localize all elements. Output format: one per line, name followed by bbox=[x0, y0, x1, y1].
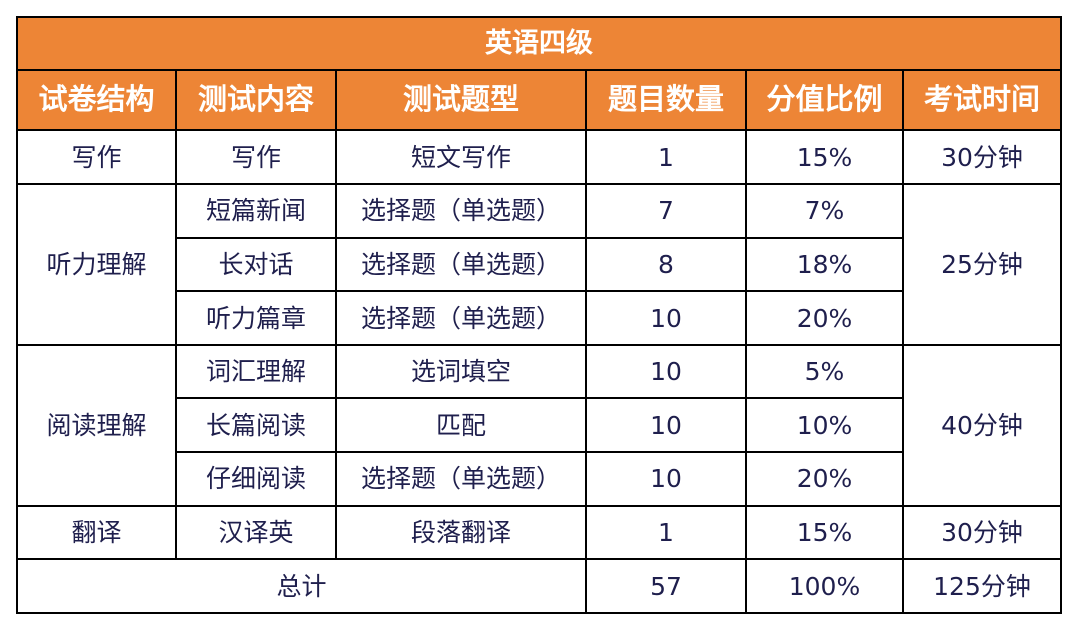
time-writing: 30分钟 bbox=[901, 129, 1063, 185]
type-cell: 选择题（单选题） bbox=[335, 182, 587, 239]
count-cell: 10 bbox=[585, 397, 747, 454]
header-content: 测试内容 bbox=[175, 68, 337, 132]
type-cell: 段落翻译 bbox=[335, 504, 587, 561]
header-row: 试卷结构 测试内容 测试题型 题目数量 分值比例 考试时间 bbox=[16, 68, 1063, 132]
exam-structure-table-container: 英语四级 试卷结构 测试内容 测试题型 题目数量 分值比例 考试时间 写作 写作… bbox=[15, 16, 1063, 614]
count-cell: 1 bbox=[585, 504, 747, 561]
total-label: 总计 bbox=[16, 558, 587, 614]
table-row: 长对话 选择题（单选题） 8 18% bbox=[17, 236, 1061, 293]
content-cell: 写作 bbox=[175, 129, 337, 185]
total-ratio: 100% bbox=[745, 558, 904, 614]
exam-structure-table: 英语四级 试卷结构 测试内容 测试题型 题目数量 分值比例 考试时间 写作 写作… bbox=[15, 16, 1063, 614]
count-cell: 1 bbox=[585, 129, 747, 185]
type-cell: 选择题（单选题） bbox=[335, 451, 587, 507]
table-row: 阅读理解 词汇理解 选词填空 10 5% 40分钟 bbox=[16, 343, 1063, 507]
content-cell: 短篇新闻 bbox=[175, 182, 337, 239]
count-cell: 10 bbox=[585, 451, 747, 507]
time-listening: 25分钟 bbox=[901, 182, 1063, 346]
content-cell: 词汇理解 bbox=[175, 343, 337, 400]
table-row: 听力理解 短篇新闻 选择题（单选题） 7 7% 25分钟 bbox=[16, 182, 1063, 346]
content-cell: 汉译英 bbox=[175, 504, 337, 561]
total-time: 125分钟 bbox=[901, 558, 1063, 614]
header-count: 题目数量 bbox=[585, 68, 747, 132]
content-cell: 听力篇章 bbox=[175, 290, 337, 346]
section-writing: 写作 bbox=[16, 129, 177, 185]
table-row: 仔细阅读 选择题（单选题） 10 20% bbox=[17, 451, 1061, 507]
section-reading: 阅读理解 bbox=[16, 343, 177, 507]
ratio-cell: 10% bbox=[745, 397, 904, 454]
type-cell: 匹配 bbox=[335, 397, 587, 454]
total-row: 总计 57 100% 125分钟 bbox=[16, 558, 1063, 614]
type-cell: 选择题（单选题） bbox=[335, 290, 587, 346]
time-translation: 30分钟 bbox=[901, 504, 1063, 561]
ratio-cell: 7% bbox=[745, 182, 904, 239]
count-cell: 10 bbox=[585, 343, 747, 400]
type-cell: 选择题（单选题） bbox=[335, 236, 587, 293]
total-count: 57 bbox=[585, 558, 747, 614]
content-cell: 仔细阅读 bbox=[175, 451, 337, 507]
count-cell: 10 bbox=[585, 290, 747, 346]
count-cell: 7 bbox=[585, 182, 747, 239]
header-time: 考试时间 bbox=[901, 68, 1063, 132]
table-row: 听力篇章 选择题（单选题） 10 20% bbox=[17, 290, 1061, 346]
section-listening: 听力理解 bbox=[16, 182, 177, 346]
content-cell: 长篇阅读 bbox=[175, 397, 337, 454]
header-ratio: 分值比例 bbox=[745, 68, 904, 132]
header-type: 测试题型 bbox=[335, 68, 587, 132]
ratio-cell: 15% bbox=[745, 129, 904, 185]
table-title: 英语四级 bbox=[15, 16, 1063, 71]
type-cell: 选词填空 bbox=[335, 343, 587, 400]
count-cell: 8 bbox=[585, 236, 747, 293]
time-reading: 40分钟 bbox=[901, 343, 1063, 507]
header-section: 试卷结构 bbox=[16, 68, 177, 132]
ratio-cell: 20% bbox=[745, 290, 904, 346]
ratio-cell: 18% bbox=[745, 236, 904, 293]
ratio-cell: 5% bbox=[745, 343, 904, 400]
ratio-cell: 20% bbox=[745, 451, 904, 507]
table-row: 写作 写作 短文写作 1 15% 30分钟 bbox=[16, 129, 1063, 185]
type-cell: 短文写作 bbox=[335, 129, 587, 185]
title-row: 英语四级 bbox=[15, 16, 1063, 71]
ratio-cell: 15% bbox=[745, 504, 904, 561]
table-row: 翻译 汉译英 段落翻译 1 15% 30分钟 bbox=[16, 504, 1063, 561]
table-row: 长篇阅读 匹配 10 10% bbox=[17, 397, 1061, 454]
section-translation: 翻译 bbox=[16, 504, 177, 561]
content-cell: 长对话 bbox=[175, 236, 337, 293]
